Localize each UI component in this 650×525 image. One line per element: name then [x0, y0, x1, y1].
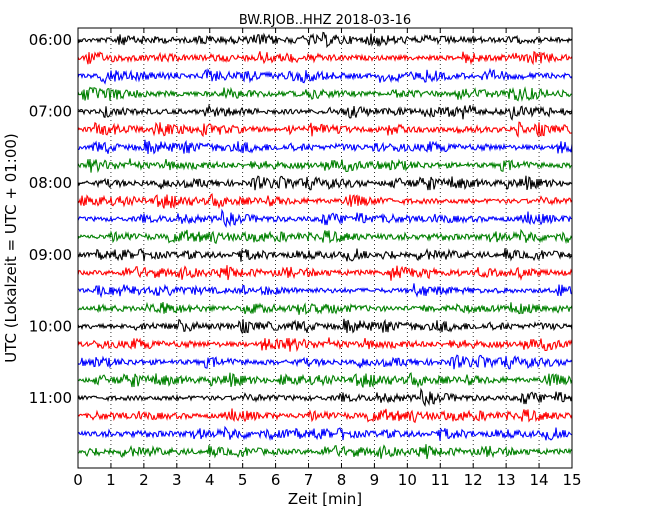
y-tick-label: 07:00: [29, 103, 72, 121]
x-axis: 0 1 2 3 4 5 6 7 8 9 10 11 12 13 14 15: [73, 28, 582, 489]
trace-line: [77, 175, 573, 191]
x-tick-label: 2: [139, 471, 149, 489]
y-tick-label: 10:00: [29, 317, 72, 335]
trace-line: [77, 50, 573, 66]
y-axis: 06:00 07:00 08:00 09:00 10:00 11:00: [29, 31, 572, 407]
y-tick-label: 06:00: [29, 31, 72, 49]
grid-lines: [110, 28, 540, 468]
y-tick-label: 11:00: [29, 389, 72, 407]
chart-title: BW.RJOB..HHZ 2018-03-16: [239, 13, 411, 28]
trace-line: [77, 318, 573, 335]
x-tick-label: 9: [370, 471, 380, 489]
trace-line: [77, 193, 573, 210]
x-tick-label: 12: [464, 471, 483, 489]
trace-line: [77, 121, 573, 138]
trace-line: [77, 425, 573, 442]
trace-line: [77, 248, 573, 262]
trace-line: [77, 103, 573, 121]
trace-line: [77, 31, 573, 49]
trace-line: [77, 139, 573, 155]
trace-line: [77, 337, 573, 353]
x-tick-label: 6: [271, 471, 281, 489]
y-axis-label: UTC (Lokalzeit = UTC + 01:00): [2, 133, 20, 363]
trace-line: [77, 408, 573, 424]
x-tick-label: 4: [205, 471, 215, 489]
trace-line: [77, 372, 573, 389]
x-tick-label: 15: [562, 471, 581, 489]
trace-line: [77, 67, 573, 85]
trace-line: [77, 86, 573, 102]
x-tick-label: 0: [73, 471, 83, 489]
y-tick-label: 09:00: [29, 246, 72, 264]
trace-line: [77, 158, 573, 174]
trace-line: [77, 444, 573, 460]
x-tick-label: 5: [238, 471, 248, 489]
x-tick-label: 13: [497, 471, 516, 489]
trace-line: [77, 387, 573, 407]
x-tick-label: 1: [106, 471, 116, 489]
x-tick-label: 8: [337, 471, 347, 489]
plot-frame: [77, 27, 573, 469]
trace-line: [77, 301, 573, 316]
trace-line: [77, 228, 573, 245]
x-tick-label: 14: [530, 471, 549, 489]
x-axis-label: Zeit [min]: [288, 490, 362, 508]
x-tick-label: 7: [304, 471, 314, 489]
trace-line: [77, 265, 573, 281]
trace-line: [77, 208, 573, 228]
traces: [77, 31, 573, 460]
x-tick-label: 10: [398, 471, 417, 489]
trace-line: [77, 283, 573, 299]
y-tick-label: 08:00: [29, 174, 72, 192]
x-tick-label: 11: [431, 471, 450, 489]
x-tick-label: 3: [172, 471, 182, 489]
trace-line: [77, 354, 573, 370]
